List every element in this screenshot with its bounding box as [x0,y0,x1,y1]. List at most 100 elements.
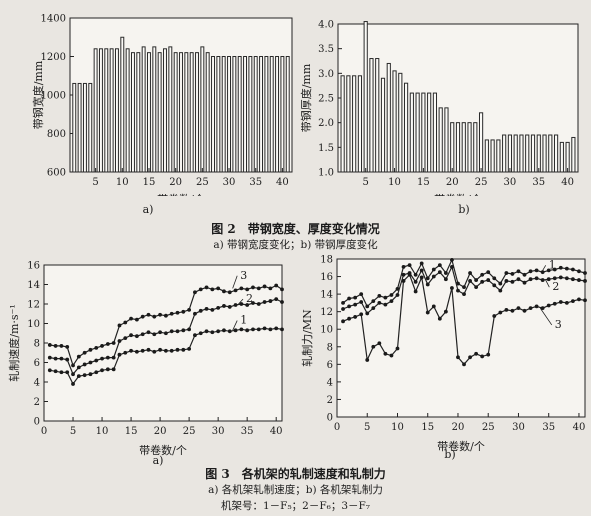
fig2-subtitle: a) 带钢宽度变化；b) 带钢厚度变化 [213,239,378,251]
data-bar [559,141,564,173]
series-label-2: 2 [246,292,253,305]
data-bar [392,70,397,173]
series-point-3 [534,304,539,309]
data-bar [553,134,559,173]
data-bar [259,56,264,173]
series-point-1 [558,265,563,270]
y-tick-label: 10 [320,325,333,336]
data-bar [340,75,345,173]
data-bar [565,141,570,173]
data-bar [363,21,368,173]
series-point-3 [94,345,99,350]
data-bar [93,48,98,173]
series-point-2 [187,327,192,332]
data-bar [352,75,357,173]
series-label-3: 3 [555,318,562,331]
series-point-2 [377,300,382,305]
series-point-2 [146,330,151,335]
y-tick-label: 6 [327,360,333,371]
series-point-2 [152,332,157,337]
series-point-1 [377,293,382,298]
data-bar [125,48,130,173]
series-point-2 [129,333,133,338]
series-point-1 [262,326,267,331]
series-point-2 [564,276,569,281]
series-point-2 [256,302,261,306]
y-axis-label: 轧制速度/m·s⁻¹ [7,304,21,382]
series-point-1 [407,263,412,268]
series-point-2 [175,329,180,334]
series-point-1 [347,296,351,301]
data-bar [200,46,205,173]
x-axis-label: 带卷数/个 [157,192,205,196]
series-point-1 [105,367,110,372]
series-point-2 [59,356,64,361]
data-bar [248,56,253,173]
data-bar [467,122,472,173]
x-axis-label: 带卷数/个 [437,439,485,453]
series-point-2 [443,277,448,282]
series-point-3 [274,283,279,288]
data-bar [221,56,226,173]
series-point-3 [577,297,581,302]
data-bar [490,139,495,173]
series-point-3 [59,344,64,348]
series-point-1 [256,327,261,332]
data-bar [280,56,285,173]
y-tick-label: 14 [320,290,333,301]
series-point-2 [82,362,87,367]
data-bar [189,52,194,173]
series-point-1 [274,326,279,331]
series-point-3 [456,355,460,360]
y-tick-label: 4 [327,377,333,388]
series-point-3 [468,355,472,360]
series-point-3 [262,284,267,289]
data-bar [264,56,269,173]
x-tick-label: 35 [249,177,262,188]
series-point-3 [152,314,157,319]
y-tick-label: 3.5 [318,44,334,55]
series-point-1 [239,327,244,332]
series-point-3 [88,347,93,352]
series-point-1 [341,300,345,305]
thickness-bar-chart: 1.0 1.5 2.0 2.5 3.0 3.5 4.0 5 10 15 20 25 30 35 40 带卷数/… [299,20,579,196]
x-tick-label: 5 [92,177,98,188]
series-leader-3 [232,275,238,289]
x-tick-label: 20 [169,177,182,188]
y-tick-label: 600 [47,168,66,179]
series-point-2 [510,279,515,284]
series-point-1 [169,348,174,353]
data-bar [530,134,536,173]
series-point-3 [82,350,87,355]
series-point-3 [540,306,545,311]
series-point-2 [347,304,351,309]
series-point-3 [558,300,563,304]
y-tick-label: 2.0 [318,118,334,129]
x-tick-label: 30 [212,426,225,437]
series-point-3 [516,306,521,311]
series-point-1 [516,269,521,274]
series-point-1 [123,350,128,355]
series-point-1 [431,267,436,272]
data-bar [536,134,541,173]
series-point-1 [198,331,203,336]
series-point-2 [94,358,99,363]
series-point-3 [341,319,345,324]
series-point-3 [528,306,533,311]
series-point-1 [65,370,70,375]
series-point-2 [53,356,58,361]
series-point-1 [47,368,52,373]
data-bar [513,134,518,173]
x-tick-label: 15 [143,177,156,188]
series-point-2 [76,365,81,370]
series-point-1 [359,292,364,297]
series-point-3 [504,308,509,312]
series-point-1 [552,267,557,272]
series-point-3 [245,287,250,292]
x-tick-label: 20 [446,177,459,188]
series-point-3 [71,363,75,368]
data-bar [131,52,135,173]
fig2a-label: a) [142,203,154,216]
x-tick-label: 5 [364,422,370,433]
series-point-2 [341,307,345,311]
